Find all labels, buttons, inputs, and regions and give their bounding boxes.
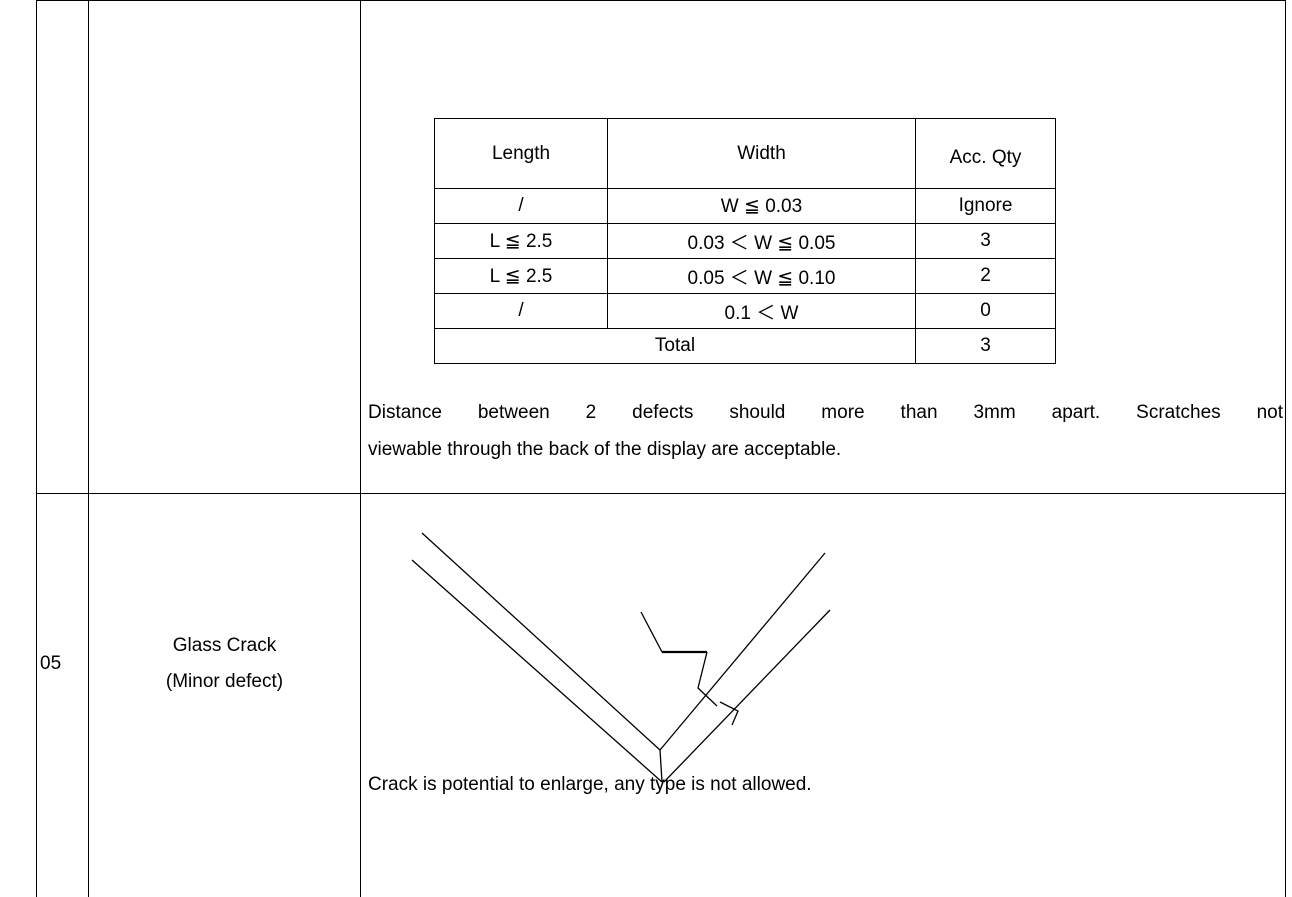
border [360,0,361,897]
cell: W ≦ 0.03 [607,188,916,224]
cell: Ignore [915,188,1056,224]
note-line: Distance between 2 defects should more t… [368,402,1283,423]
cell: L ≦ 2.5 [434,223,608,259]
cell: 2 [915,258,1056,294]
note: Crack is potential to enlarge, any type … [368,774,812,795]
cell: 0.1 ＜ W [607,293,916,329]
cell: / [434,293,608,329]
item-name: Glass Crack [172,635,277,656]
cell: / [434,188,608,224]
note: Distance between 2 defects should more t… [368,394,1283,468]
border [36,493,1286,494]
note-line: viewable through the back of the display… [368,439,842,460]
border [88,0,89,897]
cell: L ≦ 2.5 [434,258,608,294]
row-number: 05 [40,653,62,674]
cell: 0.03 ＜ W ≦ 0.05 [607,223,916,259]
header-cell: Width [607,118,916,189]
border [36,0,1286,1]
total-label: Total [434,328,916,364]
cell: 0 [915,293,1056,329]
item-name: (Minor defect) [165,671,284,692]
border [36,0,37,897]
border [1285,0,1286,897]
spec-table: Length Width Acc. Qty / W ≦ 0.03 Ignore L … [434,118,1056,364]
header-cell: Length [434,118,608,189]
total-value: 3 [915,328,1056,364]
